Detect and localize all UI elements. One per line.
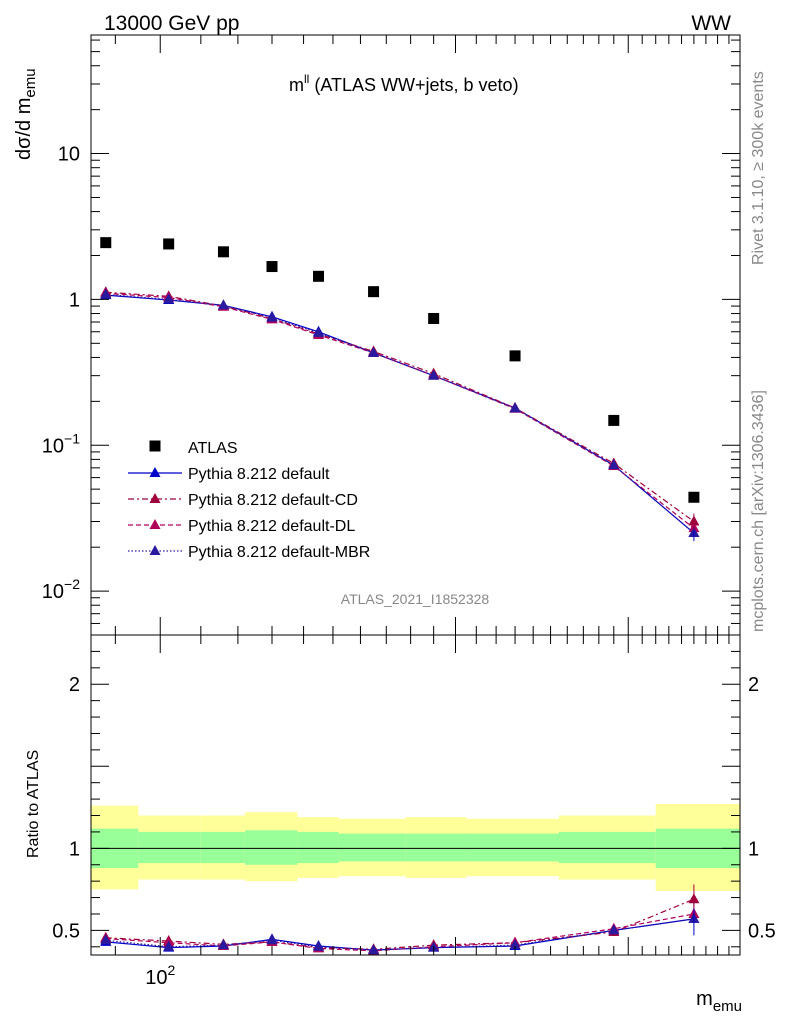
uncertainty-band-green	[466, 833, 560, 862]
y-tick-label: 10−1	[42, 430, 80, 457]
legend-entry: ATLAS	[188, 440, 238, 457]
legend-marker	[149, 440, 161, 452]
data-point-atlas	[313, 270, 325, 282]
legend-entry: Pythia 8.212 default-MBR	[188, 544, 370, 561]
ratio-data-point	[313, 940, 325, 951]
y-tick-label: 10	[58, 144, 80, 166]
ratio-series-line	[105, 918, 694, 951]
main-axes: 10−2 10−1 1 10	[42, 35, 740, 636]
ratio-series-line	[105, 913, 695, 952]
legend: ATLAS Pythia 8.212 default Pythia 8.212 de…	[128, 440, 370, 561]
data-point-mc	[368, 346, 380, 357]
uncertainty-band-green	[405, 833, 467, 862]
ratio-data-point	[266, 934, 278, 945]
legend-marker	[149, 519, 161, 529]
plot-title: mll (ATLAS WW+jets, b veto)	[289, 72, 519, 95]
ratio-data-point	[100, 934, 112, 945]
uncertainty-band-green	[559, 831, 656, 864]
data-point-atlas	[509, 350, 521, 362]
mcplots-label: mcplots.cern.ch [arXiv:1306.3436]	[750, 390, 767, 632]
legend-entry: Pythia 8.212 default-CD	[188, 492, 358, 509]
ratio-panel-frame	[90, 634, 741, 956]
x-axis-label: memu	[696, 988, 742, 1015]
legend-entry: Pythia 8.212 default	[188, 466, 330, 483]
data-point-atlas	[368, 286, 380, 298]
x-tick-label: 102	[145, 962, 175, 989]
data-point-mc	[163, 293, 175, 304]
ratio-y-tick-label-right: 1	[748, 838, 759, 860]
ratio-y-tick-label-right: 0.5	[748, 920, 776, 942]
ratio-series-line	[105, 898, 695, 950]
ratio-data-point	[163, 940, 175, 951]
ratio-data-point	[217, 939, 229, 950]
legend-marker	[149, 493, 161, 503]
main-plot-content	[100, 237, 700, 542]
ratio-axes: 102 0.5 0.5 1 1 2 2	[52, 635, 776, 989]
ratio-data-point	[509, 939, 521, 950]
uncertainty-band-green	[297, 831, 339, 864]
data-point-mc	[608, 459, 620, 470]
series-line	[105, 292, 695, 529]
y-tick-label: 10−2	[42, 576, 80, 603]
data-point-atlas	[266, 261, 278, 273]
uncertainty-band-green	[138, 831, 201, 864]
ratio-panel: 102 0.5 0.5 1 1 2 2 Ratio to ATLAS	[25, 634, 776, 989]
ratio-y-tick-label-right: 2	[748, 674, 759, 696]
ratio-data-point	[368, 944, 380, 955]
data-point-atlas	[217, 246, 229, 258]
ratio-plot-content	[91, 804, 740, 955]
data-point-mc	[266, 311, 278, 322]
main-y-axis-label: dσ/d memu	[13, 68, 39, 160]
data-point-atlas	[688, 491, 700, 503]
uncertainty-band-green	[338, 833, 406, 862]
ratio-series-line	[105, 918, 694, 951]
ratio-y-tick-label: 1	[69, 838, 80, 860]
series-line	[105, 291, 695, 522]
data-point-mc	[509, 402, 521, 413]
ratio-data-point	[608, 924, 620, 935]
data-point-mc	[100, 288, 112, 299]
legend-marker	[149, 467, 161, 477]
rivet-version-label: Rivet 3.1.10, ≥ 300k events	[750, 71, 767, 265]
ratio-y-tick-label: 0.5	[52, 920, 80, 942]
data-point-mc	[217, 299, 229, 310]
uncertainty-band-green	[200, 831, 245, 864]
header-energy-label: 13000 GeV pp	[104, 12, 239, 35]
data-point-mc	[313, 326, 325, 337]
data-point-mc	[428, 369, 440, 380]
y-tick-label: 1	[69, 289, 80, 311]
ratio-y-tick-label: 2	[69, 674, 80, 696]
ratio-y-axis-label: Ratio to ATLAS	[25, 750, 42, 858]
data-point-atlas	[608, 414, 620, 426]
data-point-atlas	[100, 237, 112, 249]
legend-marker	[149, 545, 161, 555]
header-process-label: WW	[691, 12, 731, 35]
series-line	[105, 293, 695, 534]
data-point-atlas	[428, 312, 440, 324]
uncertainty-band-green	[244, 830, 298, 865]
analysis-watermark: ATLAS_2021_I1852328	[341, 591, 490, 607]
data-point-atlas	[163, 238, 175, 250]
legend-entry: Pythia 8.212 default-DL	[188, 518, 355, 535]
